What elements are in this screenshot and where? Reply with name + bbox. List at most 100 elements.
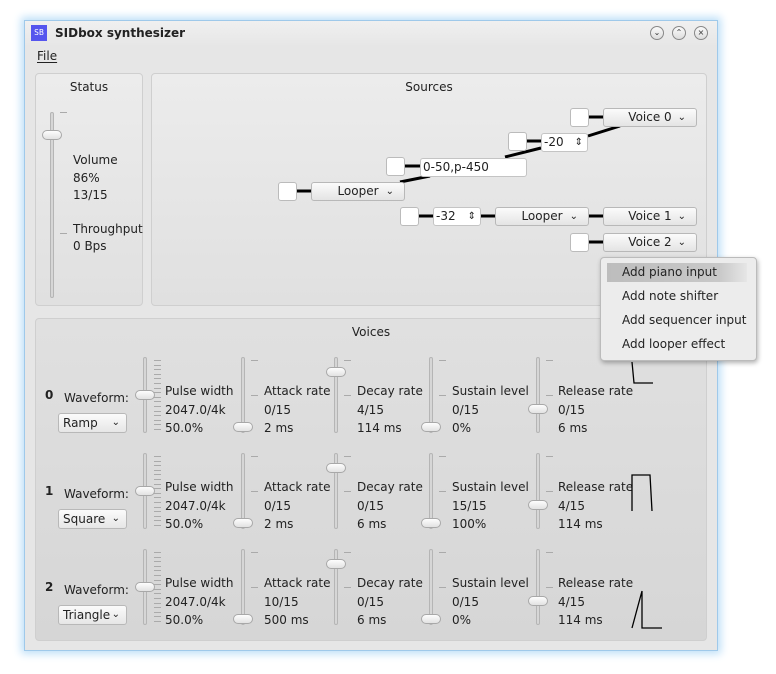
release-slider-handle[interactable] <box>528 404 548 414</box>
release-slider[interactable] <box>536 549 540 625</box>
sustain-slider[interactable] <box>429 453 433 529</box>
pulse-slider-handle[interactable] <box>135 486 155 496</box>
shift-spinbox[interactable]: -20 ⇕ <box>541 133 588 152</box>
minimize-icon[interactable]: ⌄ <box>650 26 664 40</box>
tick-mark <box>251 491 258 492</box>
sequence-input[interactable]: 0-50,p-450 <box>420 158 527 177</box>
tick-mark <box>154 602 161 604</box>
sustain-slider-handle[interactable] <box>421 518 441 528</box>
looper-a-checkbox[interactable] <box>278 182 297 201</box>
tick-mark <box>439 552 446 553</box>
tick-mark <box>154 378 161 380</box>
sequencer-checkbox[interactable] <box>386 157 405 176</box>
tick-mark <box>344 360 351 361</box>
volume-label: Volume <box>73 153 118 167</box>
tick-mark <box>154 607 161 609</box>
tick-mark <box>154 406 161 407</box>
menu-item[interactable]: Add sequencer input <box>622 313 747 327</box>
tick-mark <box>154 360 161 361</box>
waveform-select[interactable]: Ramp ⌄ <box>58 413 127 433</box>
decay-slider[interactable] <box>334 357 338 433</box>
square-waveform-icon <box>631 474 653 512</box>
tick-mark <box>154 369 161 371</box>
tick-mark <box>154 387 161 389</box>
decay-slider-handle[interactable] <box>326 367 346 377</box>
decay-slider[interactable] <box>334 453 338 529</box>
attack-slider[interactable] <box>241 357 245 433</box>
release-slider[interactable] <box>536 357 540 433</box>
tick-mark <box>439 395 446 396</box>
pulse-slider-handle[interactable] <box>135 390 155 400</box>
sustain-label: Sustain level <box>452 384 529 398</box>
voice2-checkbox[interactable] <box>570 233 589 252</box>
sustain-slider-handle[interactable] <box>421 422 441 432</box>
volume-value: 13/15 <box>73 188 108 202</box>
tick-mark <box>154 611 161 613</box>
looper-a-button[interactable]: Looper ⌄ <box>311 182 405 201</box>
decay-slider-handle[interactable] <box>326 463 346 473</box>
tick-mark <box>251 587 258 588</box>
release-slider[interactable] <box>536 453 540 529</box>
tick-mark <box>251 395 258 396</box>
waveform-label: Waveform: <box>64 487 129 501</box>
release-slider-handle[interactable] <box>528 500 548 510</box>
attack-slider[interactable] <box>241 453 245 529</box>
pulse-value: 2047.0/4k <box>165 499 226 513</box>
looper-b-button[interactable]: Looper ⌄ <box>495 207 589 226</box>
tick-mark <box>154 460 161 462</box>
menu-item[interactable]: Add note shifter <box>622 289 719 303</box>
attack-slider-handle[interactable] <box>233 422 253 432</box>
sustain-value: 15/15 <box>452 499 487 513</box>
pulse-slider-handle[interactable] <box>135 582 155 592</box>
tick-mark <box>154 570 161 572</box>
sustain-slider[interactable] <box>429 357 433 433</box>
shift-b-spinbox[interactable]: -32 ⇕ <box>433 207 481 226</box>
volume-slider-handle[interactable] <box>42 130 62 140</box>
tick-mark <box>344 395 351 396</box>
attack-slider[interactable] <box>241 549 245 625</box>
window-title: SIDbox synthesizer <box>55 26 186 40</box>
tick-mark <box>154 415 161 417</box>
voice1-button[interactable]: Voice 1 ⌄ <box>603 207 697 226</box>
sustain-pct: 100% <box>452 517 487 531</box>
pulse-value: 2047.0/4k <box>165 403 226 417</box>
attack-time: 500 ms <box>264 613 309 627</box>
attack-value: 10/15 <box>264 595 299 609</box>
maximize-icon[interactable]: ⌃ <box>672 26 686 40</box>
decay-time: 6 ms <box>357 517 387 531</box>
tick-mark <box>439 491 446 492</box>
app-logo: SB <box>31 25 47 41</box>
sustain-slider[interactable] <box>429 549 433 625</box>
decay-slider-handle[interactable] <box>326 559 346 569</box>
release-label: Release rate <box>558 384 634 398</box>
sustain-pct: 0% <box>452 421 472 435</box>
pulse-pct: 50.0% <box>165 613 204 627</box>
voice0-button[interactable]: Voice 0 ⌄ <box>603 108 697 127</box>
waveform-select[interactable]: Square ⌄ <box>58 509 127 529</box>
waveform-select[interactable]: Triangle ⌄ <box>58 605 127 625</box>
attack-slider-handle[interactable] <box>233 518 253 528</box>
spin-arrows-icon: ⇕ <box>467 211 476 222</box>
close-icon[interactable]: × <box>694 26 708 40</box>
menu-item[interactable]: Add looper effect <box>622 337 726 351</box>
volume-slider[interactable] <box>50 112 54 298</box>
menu-item[interactable]: Add piano input <box>607 263 747 282</box>
decay-slider[interactable] <box>334 549 338 625</box>
spin-arrows-icon: ⇕ <box>574 137 583 148</box>
connector <box>399 174 431 184</box>
tick-mark <box>344 491 351 492</box>
shifter-checkbox[interactable] <box>508 132 527 151</box>
tick-mark <box>344 456 351 457</box>
release-slider-handle[interactable] <box>528 596 548 606</box>
voice0-checkbox[interactable] <box>570 108 589 127</box>
voice2-button[interactable]: Voice 2 ⌄ <box>603 233 697 252</box>
tick-mark <box>154 593 161 595</box>
sources-title: Sources <box>405 80 453 94</box>
chevron-down-icon: ⌄ <box>111 609 120 620</box>
shifter-b-checkbox[interactable] <box>400 207 419 226</box>
tick-mark <box>154 525 161 526</box>
sustain-slider-handle[interactable] <box>421 614 441 624</box>
attack-slider-handle[interactable] <box>233 614 253 624</box>
menu-file[interactable]: File <box>37 49 58 63</box>
